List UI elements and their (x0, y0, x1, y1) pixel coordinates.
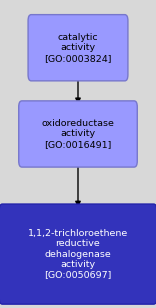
Text: catalytic
activity
[GO:0003824]: catalytic activity [GO:0003824] (44, 33, 112, 63)
FancyBboxPatch shape (19, 101, 137, 167)
Text: 1,1,2-trichloroethene
reductive
dehalogenase
activity
[GO:0050697]: 1,1,2-trichloroethene reductive dehaloge… (28, 229, 128, 279)
Text: oxidoreductase
activity
[GO:0016491]: oxidoreductase activity [GO:0016491] (41, 119, 115, 149)
FancyBboxPatch shape (0, 204, 156, 304)
FancyBboxPatch shape (28, 15, 128, 81)
